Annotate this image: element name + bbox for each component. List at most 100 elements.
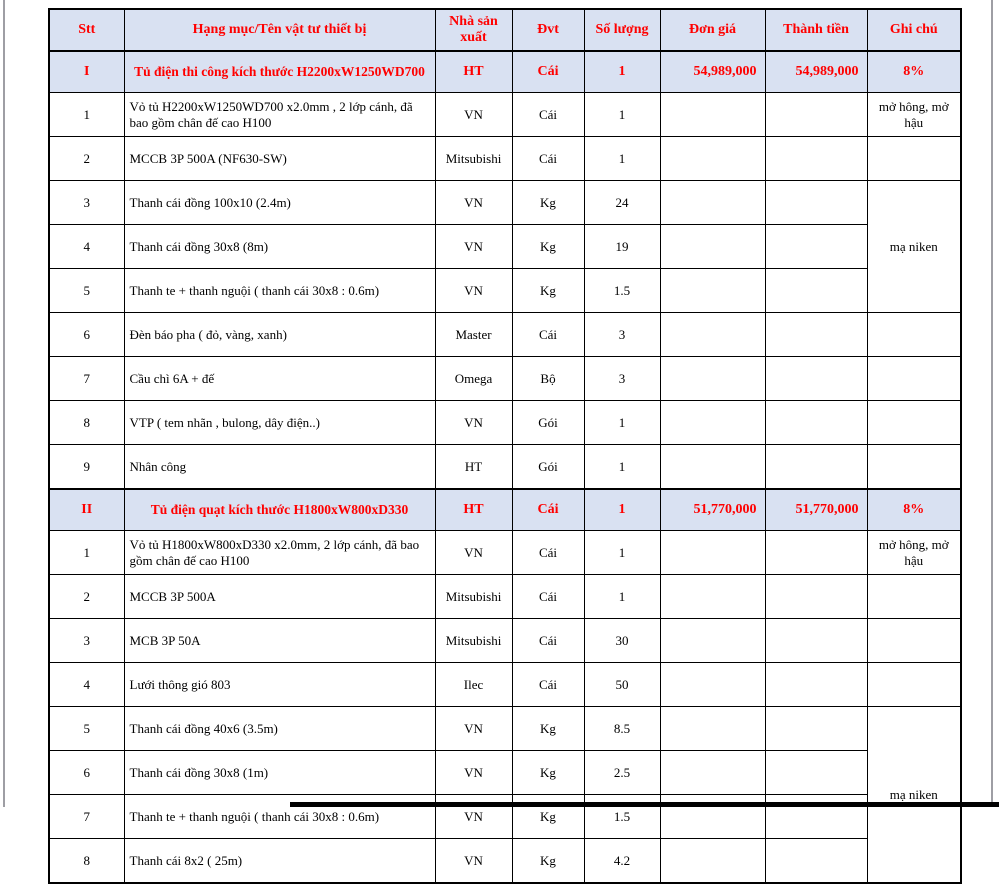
cell-item-name: Thanh cái đồng 30x8 (1m) — [123, 750, 436, 795]
cell-unit-price — [659, 92, 766, 137]
cell-item-name: Đèn báo pha ( đỏ, vàng, xanh) — [123, 312, 436, 357]
bottom-black-bar — [290, 802, 999, 807]
cell-amount — [764, 356, 868, 401]
cell-item-name: MCCB 3P 500A (NF630-SW) — [123, 136, 436, 181]
cell-unit: Cái — [511, 136, 585, 181]
cell-amount: 54,989,000 — [764, 50, 868, 93]
page-right-edge — [991, 0, 993, 807]
col-header-item: Hạng mục/Tên vật tư thiết bị — [123, 8, 436, 52]
cell-stt: 9 — [48, 444, 125, 490]
cell-unit: Cái — [511, 574, 585, 619]
cell-amount — [764, 92, 868, 137]
cell-manufacturer: VN — [434, 92, 513, 137]
cell-manufacturer: Mitsubishi — [434, 574, 513, 619]
cell-amount: 51,770,000 — [764, 488, 868, 531]
cell-unit-price — [659, 356, 766, 401]
table-row: 1 Vỏ tủ H1800xW800xD330 x2.0mm, 2 lớp cá… — [48, 530, 962, 575]
cell-note-merged: mạ niken — [866, 706, 962, 884]
cell-unit: Cái — [511, 662, 585, 707]
cell-unit: Cái — [511, 618, 585, 663]
cell-manufacturer: VN — [434, 706, 513, 751]
cell-unit: Cái — [511, 312, 585, 357]
cell-quantity: 24 — [583, 180, 661, 225]
cell-amount — [764, 706, 868, 751]
table-row: 7 Cầu chì 6A + đế Omega Bộ 3 — [48, 356, 962, 401]
cell-quantity: 1 — [583, 136, 661, 181]
cell-stt: 6 — [48, 750, 125, 795]
cell-unit: Kg — [511, 224, 585, 269]
page-left-edge — [3, 0, 5, 807]
cell-unit-price — [659, 312, 766, 357]
cell-quantity: 1 — [583, 574, 661, 619]
cell-quantity: 1 — [583, 444, 661, 490]
cell-stt: 6 — [48, 312, 125, 357]
cell-quantity: 4.2 — [583, 838, 661, 884]
cell-quantity: 1.5 — [583, 268, 661, 313]
col-header-stt: Stt — [48, 8, 125, 52]
table-row: 3 Thanh cái đồng 100x10 (2.4m) VN Kg 24 … — [48, 180, 962, 313]
cell-quantity: 1 — [583, 488, 661, 531]
cell-unit-price — [659, 706, 766, 751]
cell-item-name: MCB 3P 50A — [123, 618, 436, 663]
cell-quantity: 8.5 — [583, 706, 661, 751]
cell-item-name: Nhân công — [123, 444, 436, 490]
cell-unit: Gói — [511, 400, 585, 445]
cell-manufacturer: Ilec — [434, 662, 513, 707]
cell-note: mở hông, mở hậu — [866, 92, 962, 137]
cell-quantity: 1 — [583, 92, 661, 137]
cell-unit-price — [659, 444, 766, 490]
cell-unit-price — [659, 180, 766, 225]
section-row-1: I Tủ điện thi công kích thước H2200xW125… — [48, 50, 962, 93]
cell-manufacturer: VN — [434, 224, 513, 269]
cell-item-name: Thanh cái đồng 40x6 (3.5m) — [123, 706, 436, 751]
table-row: 2 MCCB 3P 500A (NF630-SW) Mitsubishi Cái… — [48, 136, 962, 181]
cell-unit-price: 54,989,000 — [659, 50, 766, 93]
cell-quantity: 19 — [583, 224, 661, 269]
cell-manufacturer: VN — [434, 180, 513, 225]
cell-item-name: MCCB 3P 500A — [123, 574, 436, 619]
col-header-unit-price: Đơn giá — [659, 8, 766, 52]
cell-note — [866, 356, 962, 401]
cell-item-name: VTP ( tem nhãn , bulong, dây điện..) — [123, 400, 436, 445]
cell-manufacturer: Omega — [434, 356, 513, 401]
cell-note — [866, 618, 962, 663]
cell-unit-price — [659, 662, 766, 707]
cell-quantity: 1 — [583, 50, 661, 93]
cell-manufacturer: Mitsubishi — [434, 618, 513, 663]
cell-amount — [764, 400, 868, 445]
cell-amount — [764, 224, 868, 269]
table-row: 1 Vỏ tủ H2200xW1250WD700 x2.0mm , 2 lớp … — [48, 92, 962, 137]
table-row: 5 Thanh cái đồng 40x6 (3.5m) VN Kg 8.5 m… — [48, 706, 962, 884]
cell-note — [866, 444, 962, 490]
cell-stt: 2 — [48, 136, 125, 181]
cell-stt: 1 — [48, 530, 125, 575]
cell-unit: Gói — [511, 444, 585, 490]
cell-stt: 8 — [48, 400, 125, 445]
cell-note: 8% — [866, 50, 962, 93]
cell-manufacturer: VN — [434, 750, 513, 795]
cell-note — [866, 574, 962, 619]
cell-stt: I — [48, 50, 125, 93]
cell-amount — [764, 618, 868, 663]
cell-unit-price — [659, 268, 766, 313]
table-row: 4 Lưới thông gió 803 Ilec Cái 50 — [48, 662, 962, 707]
cell-quantity: 30 — [583, 618, 661, 663]
cell-unit-price — [659, 530, 766, 575]
cell-amount — [764, 180, 868, 225]
cell-note — [866, 662, 962, 707]
cell-manufacturer: HT — [434, 444, 513, 490]
cell-manufacturer: HT — [434, 50, 513, 93]
cell-item-name: Thanh cái 8x2 ( 25m) — [123, 838, 436, 884]
cell-manufacturer: Mitsubishi — [434, 136, 513, 181]
cell-unit: Kg — [511, 268, 585, 313]
cell-stt: II — [48, 488, 125, 531]
cell-item-name: Thanh cái đồng 100x10 (2.4m) — [123, 180, 436, 225]
cell-manufacturer: Master — [434, 312, 513, 357]
table-row: 8 Thanh cái 8x2 ( 25m) VN Kg 4.2 — [48, 838, 961, 884]
cell-unit-price — [659, 750, 766, 795]
cell-quantity: 3 — [583, 356, 661, 401]
cell-note: mở hông, mở hậu — [866, 530, 962, 575]
section-row-2: II Tủ điện quạt kích thước H1800xW800xD3… — [48, 488, 962, 531]
cell-item-name: Lưới thông gió 803 — [123, 662, 436, 707]
table-row: 2 MCCB 3P 500A Mitsubishi Cái 1 — [48, 574, 962, 619]
